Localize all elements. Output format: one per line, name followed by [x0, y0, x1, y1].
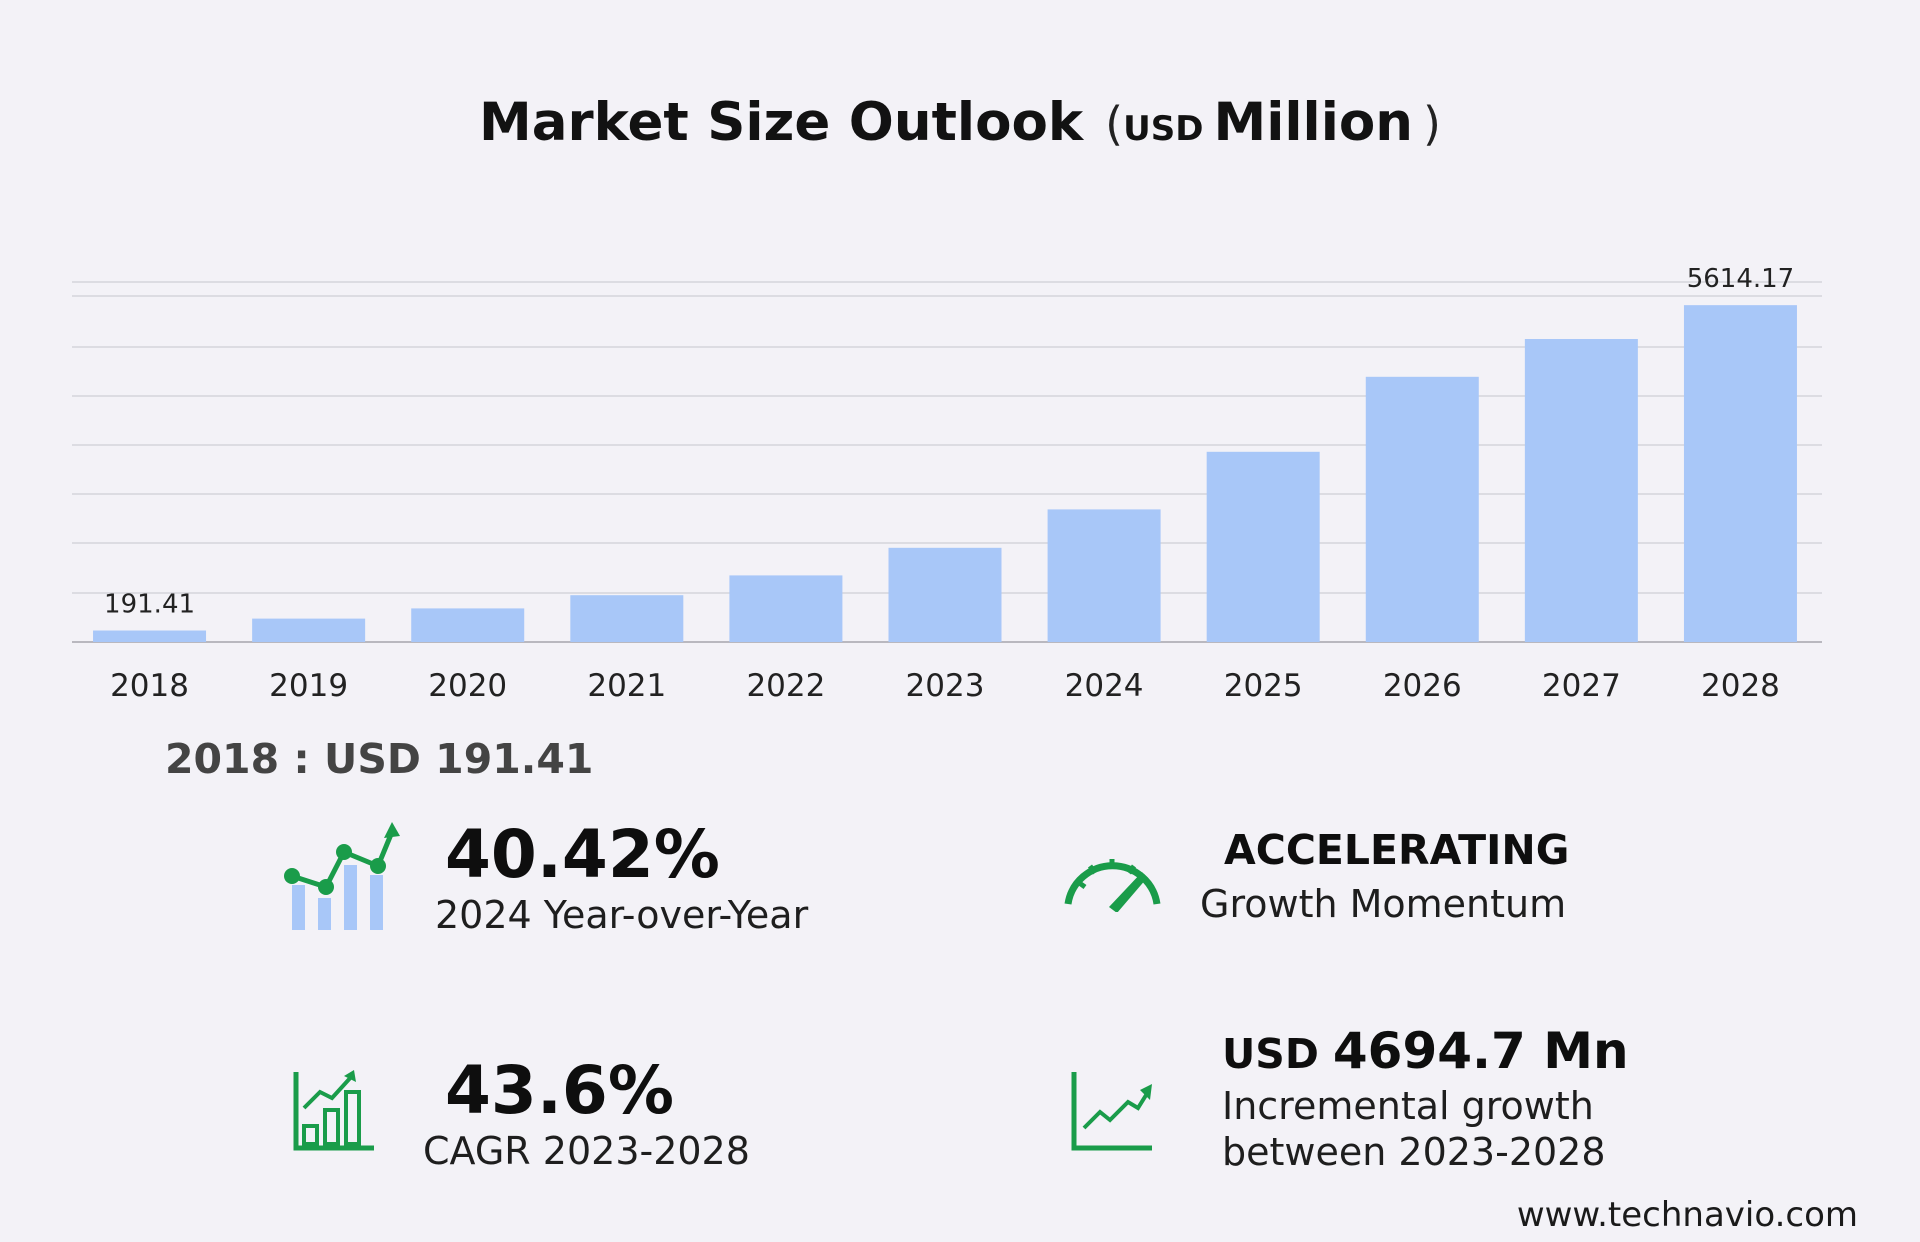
bar-2027	[1524, 339, 1638, 642]
bar-chart: 2018 2019 2020 2021 2022 2023 2024 2025 2026 2027…	[72, 264, 1822, 704]
chart-title-main: Market Size Outlook	[479, 92, 1084, 153]
chart-title-close-paren: )	[1423, 97, 1441, 151]
bar-2025	[1206, 451, 1320, 642]
incremental-stat: USD 4694.7 Mn Incremental growth between …	[1222, 1022, 1629, 1174]
bar-2023	[888, 547, 1002, 642]
bar-2024	[1047, 509, 1161, 642]
chart-title: Market Size Outlook (USD Million)	[0, 92, 1920, 153]
x-tick-2022: 2022	[746, 668, 825, 704]
base-year-value: 2018 : USD 191.41	[165, 735, 594, 783]
incremental-value: 4694.7 Mn	[1332, 1022, 1629, 1080]
bar-2019	[252, 618, 366, 642]
bar-2020	[411, 608, 525, 642]
incremental-label-line2: between 2023-2028	[1222, 1130, 1606, 1174]
incremental-currency: USD	[1222, 1030, 1319, 1078]
data-labels: 191.41 5614.17	[104, 264, 1794, 619]
momentum-value: ACCELERATING	[1224, 826, 1570, 874]
x-tick-2026: 2026	[1383, 668, 1462, 704]
x-axis-ticks: 2018 2019 2020 2021 2022 2023 2024 2025 2026 2027…	[110, 668, 1780, 704]
chart-title-unit-scale: Million	[1213, 92, 1414, 153]
cagr-stat: 43.6% CAGR 2023-2028	[423, 1052, 750, 1173]
x-tick-2028: 2028	[1701, 668, 1780, 704]
bar-2018	[93, 630, 207, 642]
bar-2022	[729, 575, 843, 642]
x-tick-2025: 2025	[1224, 668, 1303, 704]
x-tick-2024: 2024	[1065, 668, 1144, 704]
yoy-value: 40.42%	[445, 816, 720, 893]
x-tick-2018: 2018	[110, 668, 189, 704]
chart-title-unit-currency: USD	[1123, 109, 1204, 149]
data-label-2028: 5614.17	[1687, 264, 1795, 294]
cagr-value: 43.6%	[445, 1052, 674, 1129]
x-tick-2021: 2021	[587, 668, 666, 704]
chart-bars	[93, 305, 1797, 642]
source-url: www.technavio.com	[1516, 1195, 1858, 1235]
x-tick-2019: 2019	[269, 668, 348, 704]
bar-2026	[1365, 376, 1479, 642]
chart-title-open-paren: (	[1105, 97, 1124, 151]
x-tick-2023: 2023	[906, 668, 985, 704]
cagr-label: CAGR 2023-2028	[423, 1129, 750, 1173]
growth-chart-icon	[284, 822, 400, 930]
data-label-2018: 191.41	[104, 590, 195, 620]
trend-line-icon	[1071, 1072, 1152, 1151]
yoy-stat: 40.42% 2024 Year-over-Year	[435, 816, 808, 937]
momentum-stat: ACCELERATING Growth Momentum	[1200, 826, 1569, 926]
momentum-label: Growth Momentum	[1200, 882, 1567, 926]
x-tick-2020: 2020	[428, 668, 507, 704]
bar-2021	[570, 595, 684, 642]
bar-growth-icon	[293, 1070, 374, 1151]
yoy-label: 2024 Year-over-Year	[435, 893, 809, 937]
x-tick-2027: 2027	[1542, 668, 1621, 704]
bar-2028	[1683, 305, 1797, 642]
speedometer-icon	[1064, 859, 1161, 912]
incremental-label-line1: Incremental growth	[1222, 1084, 1594, 1128]
